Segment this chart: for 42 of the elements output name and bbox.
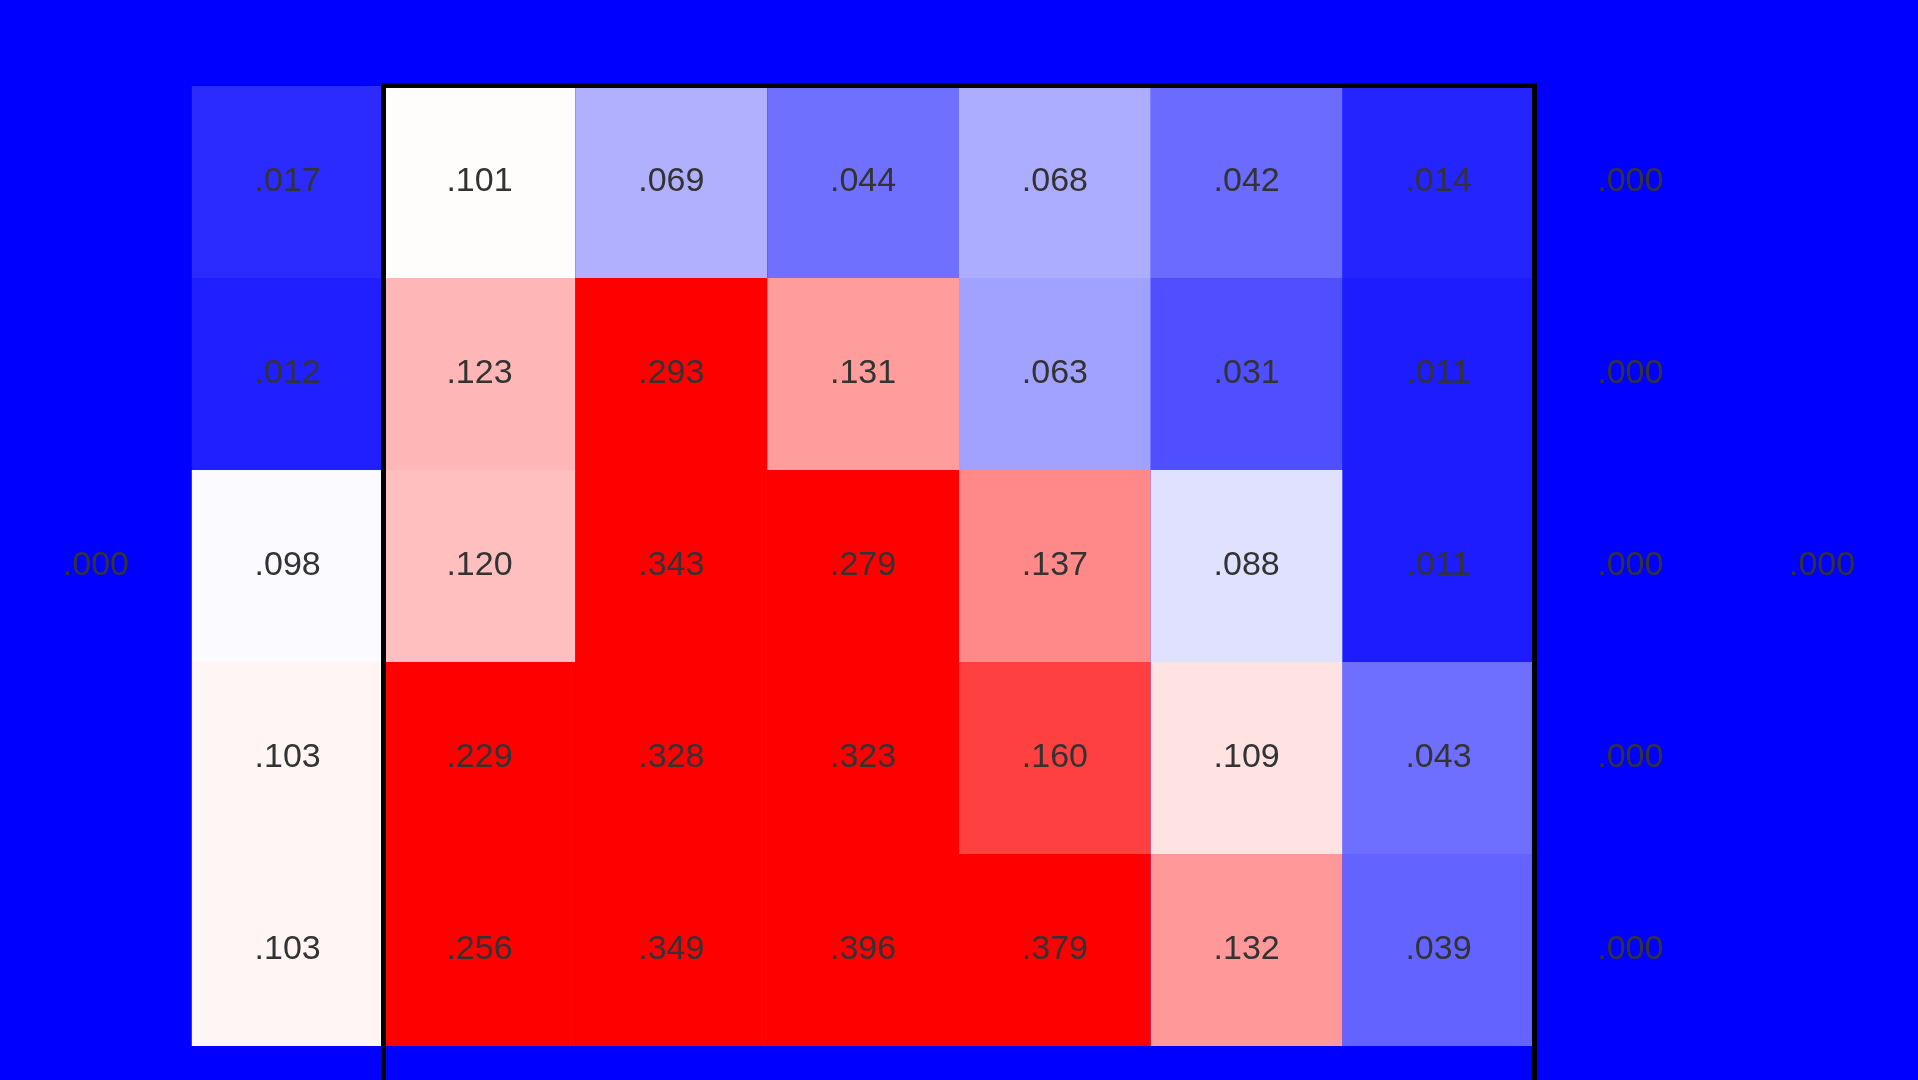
data-label: .132: [1213, 928, 1280, 967]
data-label: .088: [1213, 544, 1280, 583]
data-label: .137: [1021, 544, 1088, 583]
data-label: .123: [446, 352, 513, 391]
data-label: .011: [1406, 544, 1471, 583]
data-label: .068: [1021, 160, 1088, 199]
data-label: .101: [446, 160, 513, 199]
data-label: .120: [446, 544, 513, 583]
data-label: .103: [254, 736, 321, 775]
data-label: .000: [1597, 736, 1664, 775]
data-label: .063: [1021, 352, 1088, 391]
data-label: .103: [254, 928, 321, 967]
data-label: .044: [830, 160, 897, 199]
data-label: .131: [830, 352, 897, 391]
data-label: .039: [1405, 928, 1472, 967]
data-label: .000: [1789, 544, 1856, 583]
data-label: .043: [1405, 736, 1472, 775]
data-label: .109: [1213, 736, 1280, 775]
data-label: .343: [638, 544, 705, 583]
data-label: .017: [254, 160, 321, 199]
data-label: .256: [446, 928, 513, 967]
data-label: .098: [254, 544, 321, 583]
data-label: .014: [1405, 160, 1472, 199]
data-label: .012: [254, 352, 321, 391]
data-label: .000: [1597, 544, 1664, 583]
data-label: .000: [1597, 928, 1664, 967]
data-label: .069: [638, 160, 705, 199]
data-label: .229: [446, 736, 513, 775]
data-label: .279: [830, 544, 897, 583]
data-label: .160: [1021, 736, 1088, 775]
data-label: .011: [1406, 352, 1471, 391]
data-label: .396: [830, 928, 897, 967]
data-label: .323: [830, 736, 897, 775]
data-label: .379: [1021, 928, 1088, 967]
data-label: .000: [1597, 352, 1664, 391]
data-label: .031: [1213, 352, 1280, 391]
data-label: .328: [638, 736, 705, 775]
data-label: .000: [1597, 160, 1664, 199]
data-label: .349: [638, 928, 705, 967]
data-label: .042: [1213, 160, 1280, 199]
data-label: .000: [62, 544, 129, 583]
data-label: .293: [638, 352, 705, 391]
